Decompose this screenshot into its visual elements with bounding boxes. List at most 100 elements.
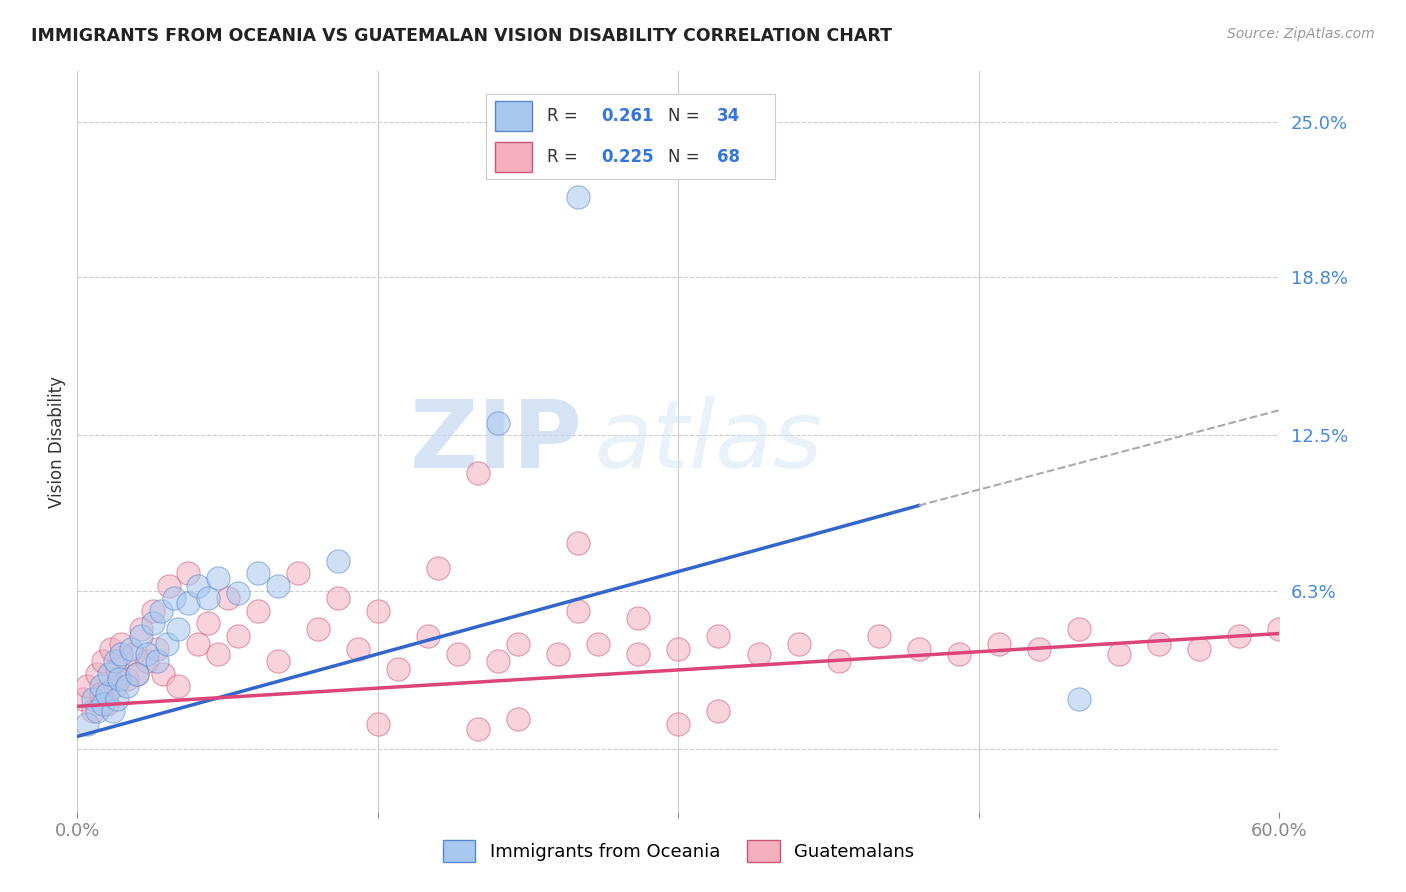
Point bbox=[150, 604, 173, 618]
Point bbox=[787, 636, 810, 650]
Point bbox=[127, 666, 149, 681]
Point bbox=[107, 662, 129, 676]
Point bbox=[122, 647, 145, 661]
Point bbox=[226, 629, 249, 643]
Point bbox=[707, 629, 730, 643]
Point bbox=[90, 687, 112, 701]
Point bbox=[120, 641, 142, 656]
Point bbox=[367, 717, 389, 731]
Point bbox=[486, 416, 509, 430]
Point bbox=[110, 647, 132, 661]
Text: Source: ZipAtlas.com: Source: ZipAtlas.com bbox=[1227, 27, 1375, 41]
Point bbox=[156, 636, 179, 650]
Point bbox=[347, 641, 370, 656]
Point bbox=[748, 647, 770, 661]
Point bbox=[107, 691, 129, 706]
Point bbox=[508, 636, 530, 650]
Point bbox=[152, 666, 174, 681]
Point bbox=[486, 654, 509, 668]
Point bbox=[136, 647, 159, 661]
Y-axis label: Vision Disability: Vision Disability bbox=[48, 376, 66, 508]
Point bbox=[207, 571, 229, 585]
Point bbox=[567, 190, 589, 204]
Point bbox=[246, 566, 269, 581]
Point bbox=[142, 604, 165, 618]
Point bbox=[427, 561, 450, 575]
Point bbox=[267, 579, 290, 593]
Point bbox=[307, 622, 329, 636]
Point bbox=[246, 604, 269, 618]
Point bbox=[127, 666, 149, 681]
Point bbox=[367, 604, 389, 618]
Point bbox=[1069, 691, 1091, 706]
Point bbox=[197, 591, 219, 606]
Point bbox=[86, 704, 108, 718]
Point bbox=[207, 647, 229, 661]
Text: atlas: atlas bbox=[595, 396, 823, 487]
Point bbox=[1268, 622, 1291, 636]
Point bbox=[159, 579, 181, 593]
Point bbox=[104, 679, 127, 693]
Point bbox=[547, 647, 569, 661]
Point bbox=[287, 566, 309, 581]
Point bbox=[197, 616, 219, 631]
Point bbox=[447, 647, 470, 661]
Point bbox=[96, 697, 118, 711]
Point bbox=[96, 687, 118, 701]
Point bbox=[166, 622, 188, 636]
Point bbox=[627, 611, 650, 625]
Point bbox=[326, 554, 349, 568]
Point bbox=[588, 636, 610, 650]
Point bbox=[176, 596, 198, 610]
Point bbox=[93, 654, 115, 668]
Point bbox=[117, 679, 139, 693]
Point bbox=[110, 636, 132, 650]
Point bbox=[1108, 647, 1130, 661]
Text: ZIP: ZIP bbox=[409, 395, 582, 488]
Point bbox=[828, 654, 851, 668]
Point bbox=[93, 697, 115, 711]
Point bbox=[387, 662, 409, 676]
Point bbox=[117, 672, 139, 686]
Point bbox=[82, 691, 104, 706]
Point bbox=[948, 647, 970, 661]
Point bbox=[988, 636, 1011, 650]
Point bbox=[136, 654, 159, 668]
Legend: Immigrants from Oceania, Guatemalans: Immigrants from Oceania, Guatemalans bbox=[436, 833, 921, 870]
Point bbox=[166, 679, 188, 693]
Point bbox=[176, 566, 198, 581]
Point bbox=[108, 672, 131, 686]
Point bbox=[103, 704, 125, 718]
Point bbox=[1149, 636, 1171, 650]
Point bbox=[76, 679, 98, 693]
Point bbox=[1229, 629, 1251, 643]
Point bbox=[104, 654, 127, 668]
Point bbox=[162, 591, 184, 606]
Point bbox=[90, 679, 112, 693]
Point bbox=[98, 666, 121, 681]
Point bbox=[1069, 622, 1091, 636]
Point bbox=[86, 666, 108, 681]
Point bbox=[467, 722, 489, 736]
Point bbox=[72, 691, 94, 706]
Point bbox=[627, 647, 650, 661]
Point bbox=[217, 591, 239, 606]
Point bbox=[1028, 641, 1050, 656]
Point bbox=[707, 704, 730, 718]
Point bbox=[467, 466, 489, 480]
Point bbox=[668, 641, 690, 656]
Point bbox=[567, 536, 589, 550]
Point bbox=[186, 636, 209, 650]
Point bbox=[868, 629, 890, 643]
Point bbox=[267, 654, 290, 668]
Point bbox=[508, 712, 530, 726]
Point bbox=[567, 604, 589, 618]
Point bbox=[82, 704, 104, 718]
Text: IMMIGRANTS FROM OCEANIA VS GUATEMALAN VISION DISABILITY CORRELATION CHART: IMMIGRANTS FROM OCEANIA VS GUATEMALAN VI… bbox=[31, 27, 891, 45]
Point bbox=[131, 622, 153, 636]
Point bbox=[146, 654, 169, 668]
Point bbox=[908, 641, 931, 656]
Point bbox=[668, 717, 690, 731]
Point bbox=[226, 586, 249, 600]
Point bbox=[100, 641, 122, 656]
